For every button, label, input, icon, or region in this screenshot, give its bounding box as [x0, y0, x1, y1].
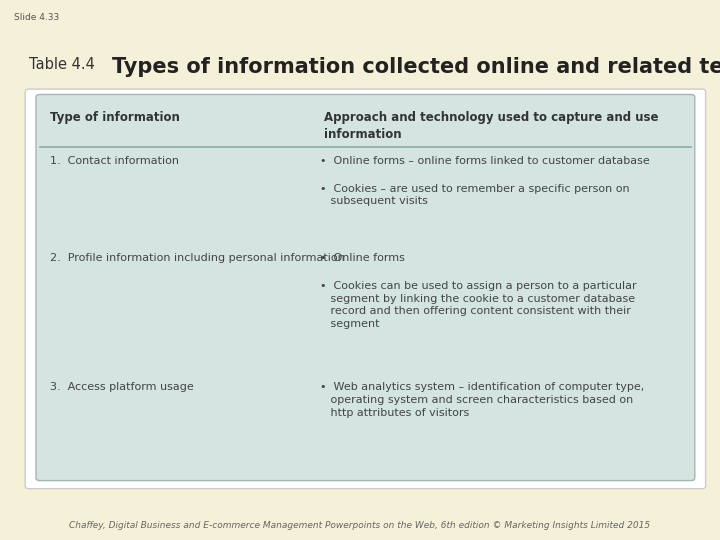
Text: Slide 4.33: Slide 4.33	[14, 14, 60, 23]
Text: 3.  Access platform usage: 3. Access platform usage	[50, 382, 194, 393]
Text: 1.  Contact information: 1. Contact information	[50, 156, 179, 166]
Text: Types of information collected online and related technologies: Types of information collected online an…	[112, 57, 720, 77]
Text: Chaffey, Digital Business and E-commerce Management Powerpoints on the Web, 6th : Chaffey, Digital Business and E-commerce…	[69, 521, 651, 530]
Text: •  Cookies can be used to assign a person to a particular
   segment by linking : • Cookies can be used to assign a person…	[320, 281, 637, 329]
Text: 2.  Profile information including personal information: 2. Profile information including persona…	[50, 253, 345, 263]
Text: •  Web analytics system – identification of computer type,
   operating system a: • Web analytics system – identification …	[320, 382, 644, 418]
Text: Type of information: Type of information	[50, 111, 180, 124]
FancyBboxPatch shape	[25, 89, 706, 489]
Text: •  Online forms: • Online forms	[320, 253, 405, 263]
Text: •  Online forms – online forms linked to customer database: • Online forms – online forms linked to …	[320, 156, 650, 166]
FancyBboxPatch shape	[36, 94, 695, 481]
Text: •  Cookies – are used to remember a specific person on
   subsequent visits: • Cookies – are used to remember a speci…	[320, 184, 630, 206]
Text: Table 4.4: Table 4.4	[29, 57, 104, 72]
Text: Approach and technology used to capture and use
information: Approach and technology used to capture …	[324, 111, 659, 141]
